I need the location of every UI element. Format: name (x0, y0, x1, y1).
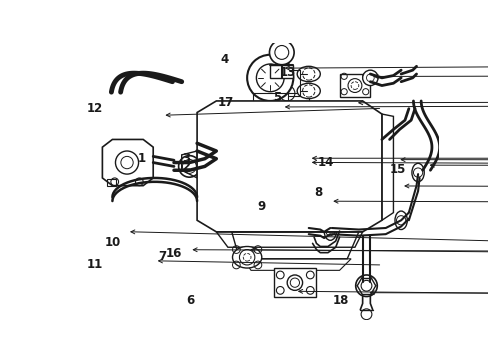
Text: 18: 18 (332, 294, 348, 307)
Text: 4: 4 (220, 53, 228, 66)
Circle shape (239, 249, 254, 265)
Text: 3: 3 (182, 152, 190, 165)
Circle shape (261, 130, 310, 180)
Text: 12: 12 (86, 102, 102, 115)
Circle shape (347, 78, 361, 93)
Circle shape (316, 139, 354, 178)
Polygon shape (102, 139, 153, 186)
Circle shape (360, 309, 371, 320)
Bar (253, 93, 287, 103)
Text: 16: 16 (165, 247, 181, 260)
Text: 11: 11 (86, 258, 102, 271)
Bar (270, 65, 293, 78)
Text: 7: 7 (158, 250, 166, 263)
Text: 2: 2 (182, 160, 190, 173)
Circle shape (246, 55, 293, 101)
Ellipse shape (297, 66, 320, 82)
Circle shape (276, 287, 284, 294)
Circle shape (269, 40, 293, 65)
Text: 15: 15 (388, 163, 405, 176)
Circle shape (276, 271, 284, 279)
Text: 10: 10 (105, 236, 121, 249)
Circle shape (306, 287, 313, 294)
Text: 8: 8 (314, 186, 322, 199)
Bar (107, 180, 116, 186)
Circle shape (115, 151, 138, 174)
Text: 14: 14 (317, 156, 333, 169)
Text: 5: 5 (272, 91, 281, 104)
Bar (274, 268, 316, 297)
Circle shape (306, 271, 313, 279)
Circle shape (355, 275, 377, 297)
Circle shape (256, 64, 284, 92)
Circle shape (362, 70, 377, 86)
Text: 9: 9 (257, 200, 265, 213)
Text: 6: 6 (186, 294, 194, 307)
Ellipse shape (297, 83, 320, 99)
Text: 1: 1 (137, 152, 145, 165)
Text: 17: 17 (218, 96, 234, 109)
Circle shape (286, 275, 302, 291)
Circle shape (218, 137, 261, 180)
Text: 13: 13 (280, 66, 296, 79)
Bar (339, 74, 369, 97)
Ellipse shape (232, 247, 261, 268)
Polygon shape (197, 101, 381, 232)
